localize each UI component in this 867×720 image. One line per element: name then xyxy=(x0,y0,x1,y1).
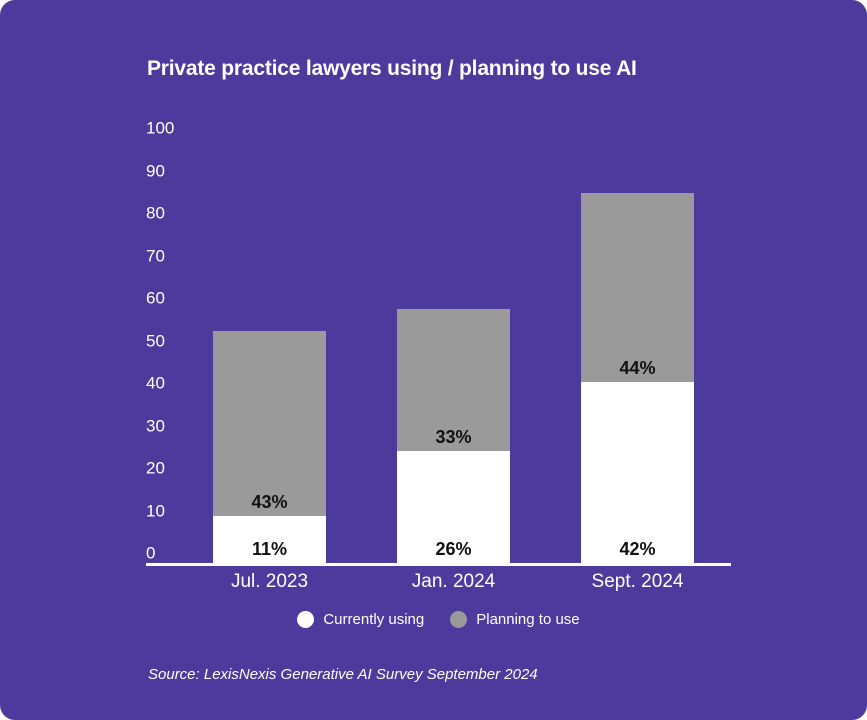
legend-dot-icon xyxy=(450,611,468,628)
bar-segment-currently-using: 11% xyxy=(213,515,326,563)
y-axis-tick-label: 50 xyxy=(146,331,165,350)
bar-value-label: 44% xyxy=(619,358,656,379)
bar-value-label: 43% xyxy=(251,491,288,512)
bar-segment-planning-to-use: 43% xyxy=(213,330,326,516)
y-axis-tick-label: 20 xyxy=(146,458,165,478)
x-axis-category-label: Jan. 2024 xyxy=(411,571,496,592)
y-axis-tick-label: 70 xyxy=(146,246,165,265)
y-axis-tick-label: 80 xyxy=(146,203,165,223)
bar-segment-planning-to-use: 44% xyxy=(581,193,694,383)
bar-group: 43% 11% xyxy=(213,330,326,563)
legend-item-currently-using: Currently using xyxy=(297,611,424,628)
y-axis-tick-label: 0 xyxy=(146,543,156,563)
bar-value-label: 26% xyxy=(435,539,472,559)
bar-segment-planning-to-use: 33% xyxy=(397,309,510,452)
bar-segment-currently-using: 42% xyxy=(581,382,694,563)
x-axis-line xyxy=(146,563,731,566)
y-axis-tick-label: 10 xyxy=(146,501,165,520)
y-axis-tick-label: 100 xyxy=(146,118,175,138)
legend-label: Currently using xyxy=(323,611,425,628)
bar-value-label: 42% xyxy=(619,538,656,559)
x-axis-category-label: Sept. 2024 xyxy=(591,571,684,592)
bar-group: 44% 42% xyxy=(581,193,694,563)
source-note: Source: LexisNexis Generative AI Survey … xyxy=(148,666,538,683)
legend-label: Planning to use xyxy=(476,611,580,628)
y-axis-tick-label: 30 xyxy=(146,416,165,435)
y-axis-tick-label: 40 xyxy=(146,373,165,393)
y-axis-tick-label: 60 xyxy=(146,288,165,308)
chart-title: Private practice lawyers using / plannin… xyxy=(147,57,637,80)
bar-value-label: 33% xyxy=(435,427,472,448)
chart-legend: Currently using Planning to use xyxy=(146,611,731,628)
bar-segment-currently-using: 26% xyxy=(397,451,510,563)
bar-group: 33% 26% xyxy=(397,309,510,563)
legend-item-planning-to-use: Planning to use xyxy=(450,611,580,628)
legend-dot-icon xyxy=(297,611,315,628)
bar-value-label: 11% xyxy=(251,539,288,559)
x-axis-category-label: Jul. 2023 xyxy=(230,571,309,592)
y-axis-tick-label: 90 xyxy=(146,161,165,180)
